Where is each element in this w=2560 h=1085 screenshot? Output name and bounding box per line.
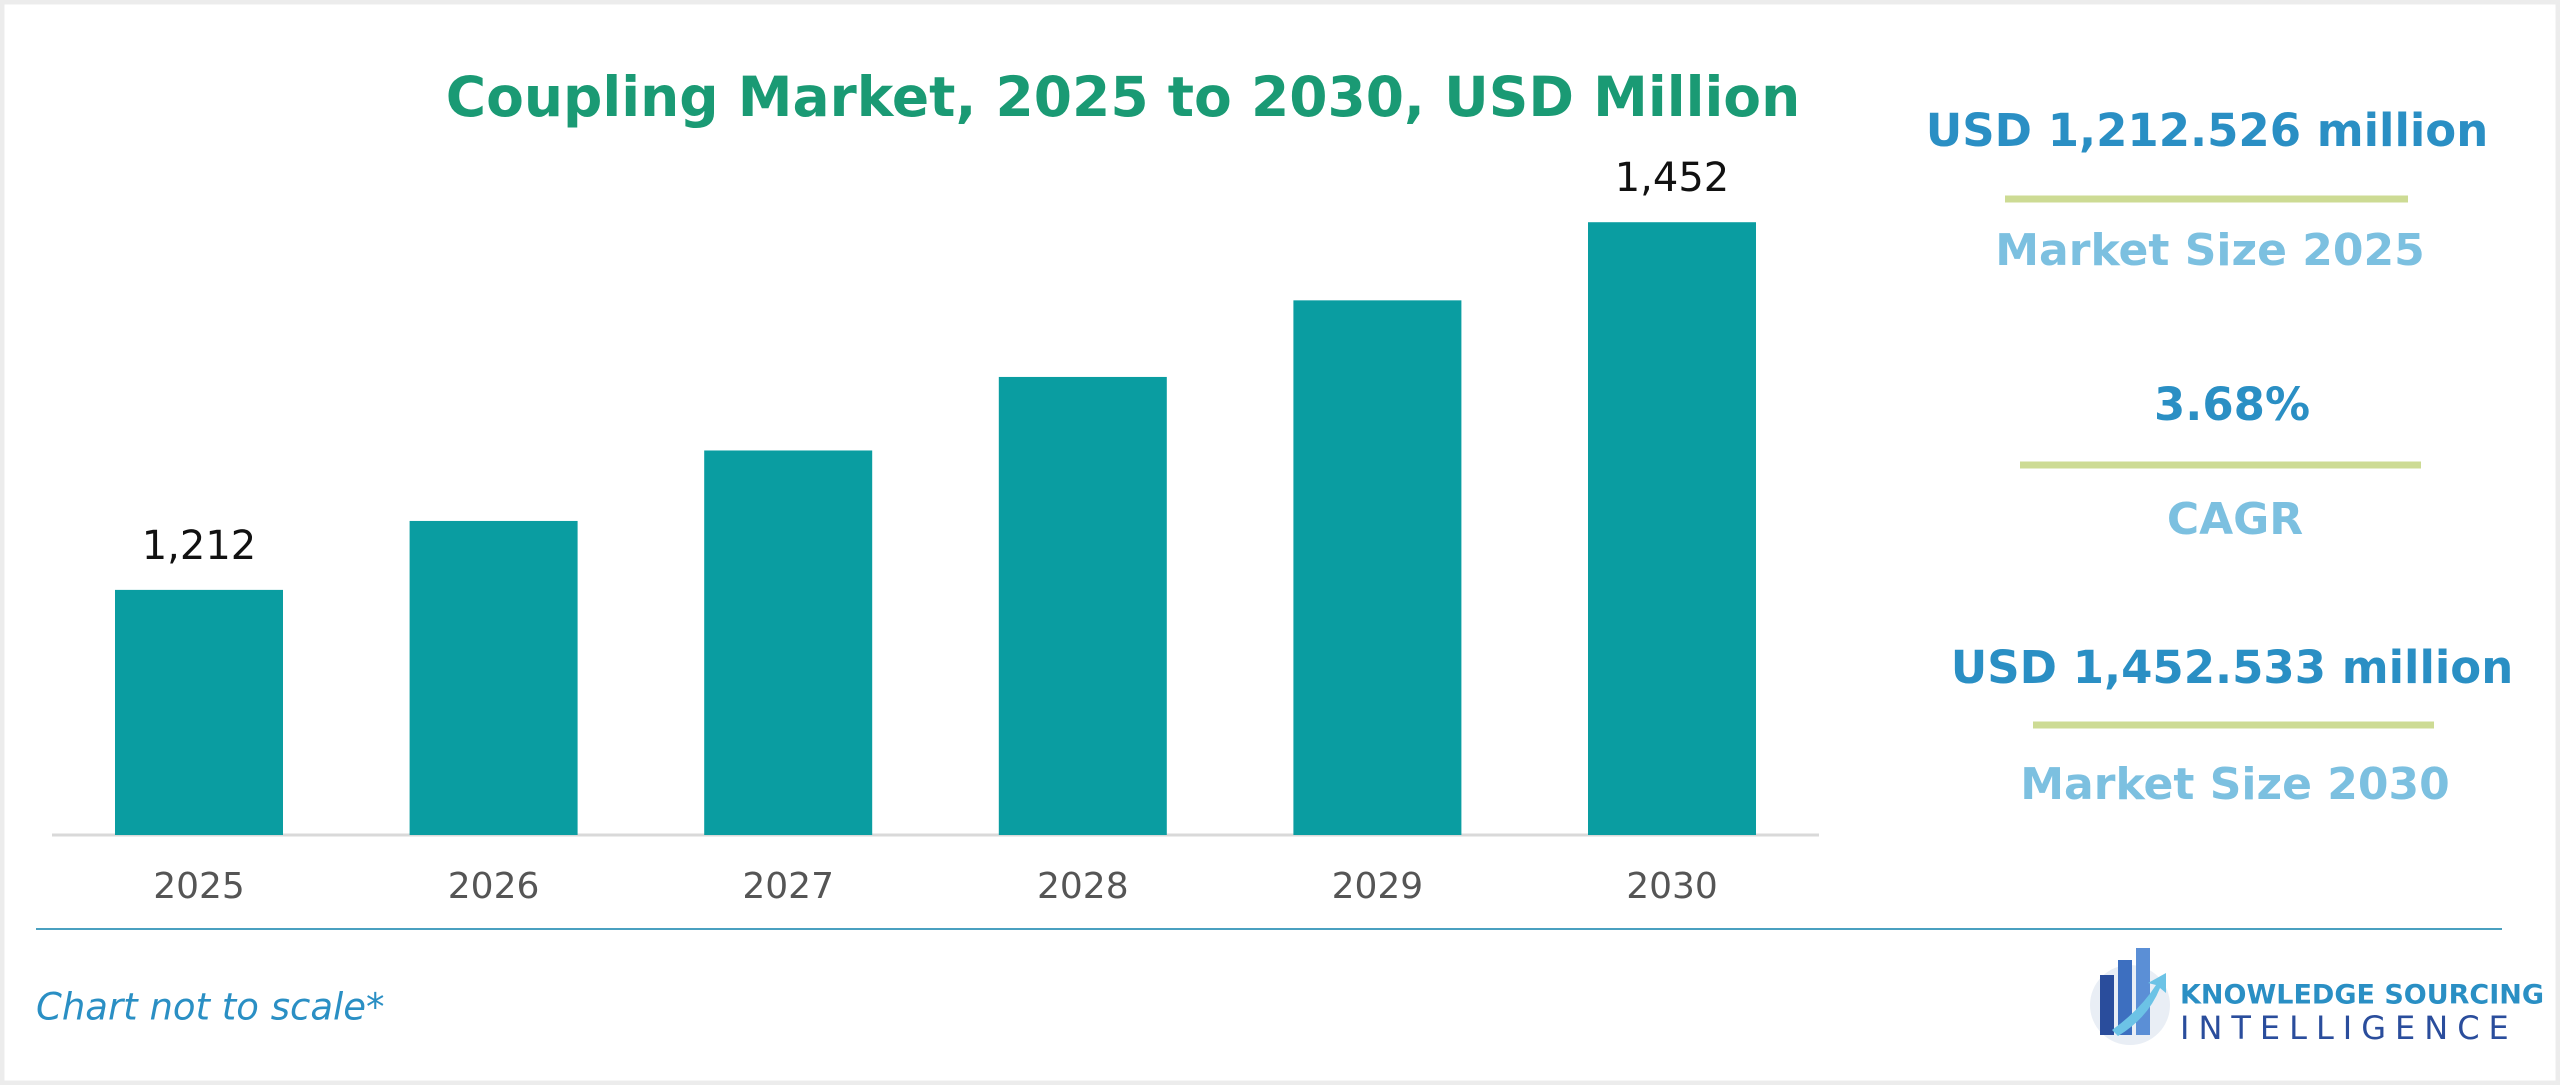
bar: [1293, 300, 1462, 836]
stat-value: USD 1,212.526 million: [1926, 104, 2489, 157]
logo: KNOWLEDGE SOURCING INTELLIGENCE: [2090, 948, 2544, 1047]
data-label: 1,452: [1615, 155, 1730, 201]
logo-icon-arrow: [2112, 973, 2166, 1036]
logo-icon-bar: [2100, 975, 2114, 1035]
stat-label: Market Size 2030: [2020, 759, 2449, 810]
x-tick-label: 2028: [1037, 866, 1129, 907]
stat-label: CAGR: [2167, 494, 2303, 545]
bar: [1588, 222, 1756, 836]
bar: [115, 589, 283, 835]
chart-title: Coupling Market, 2025 to 2030, USD Milli…: [446, 65, 1800, 129]
data-label: 1,212: [142, 523, 257, 569]
logo-icon-bar: [2118, 960, 2132, 1035]
logo-icon-bar: [2136, 948, 2150, 1035]
bar: [704, 450, 873, 835]
footnote: Chart not to scale*: [36, 986, 385, 1029]
stat-value: USD 1,452.533 million: [1951, 641, 2514, 694]
logo-text: KNOWLEDGE SOURCING: [2180, 980, 2544, 1011]
x-tick-label: 2027: [742, 866, 834, 907]
x-tick-label: 2026: [448, 866, 540, 907]
bar: [409, 520, 578, 835]
logo-text: INTELLIGENCE: [2180, 1009, 2518, 1047]
stat-value: 3.68%: [2154, 378, 2310, 431]
x-tick-label: 2025: [153, 866, 245, 907]
x-tick-label: 2029: [1332, 866, 1424, 907]
bar: [998, 376, 1167, 835]
x-tick-label: 2030: [1626, 866, 1718, 907]
stat-label: Market Size 2025: [1995, 225, 2424, 276]
